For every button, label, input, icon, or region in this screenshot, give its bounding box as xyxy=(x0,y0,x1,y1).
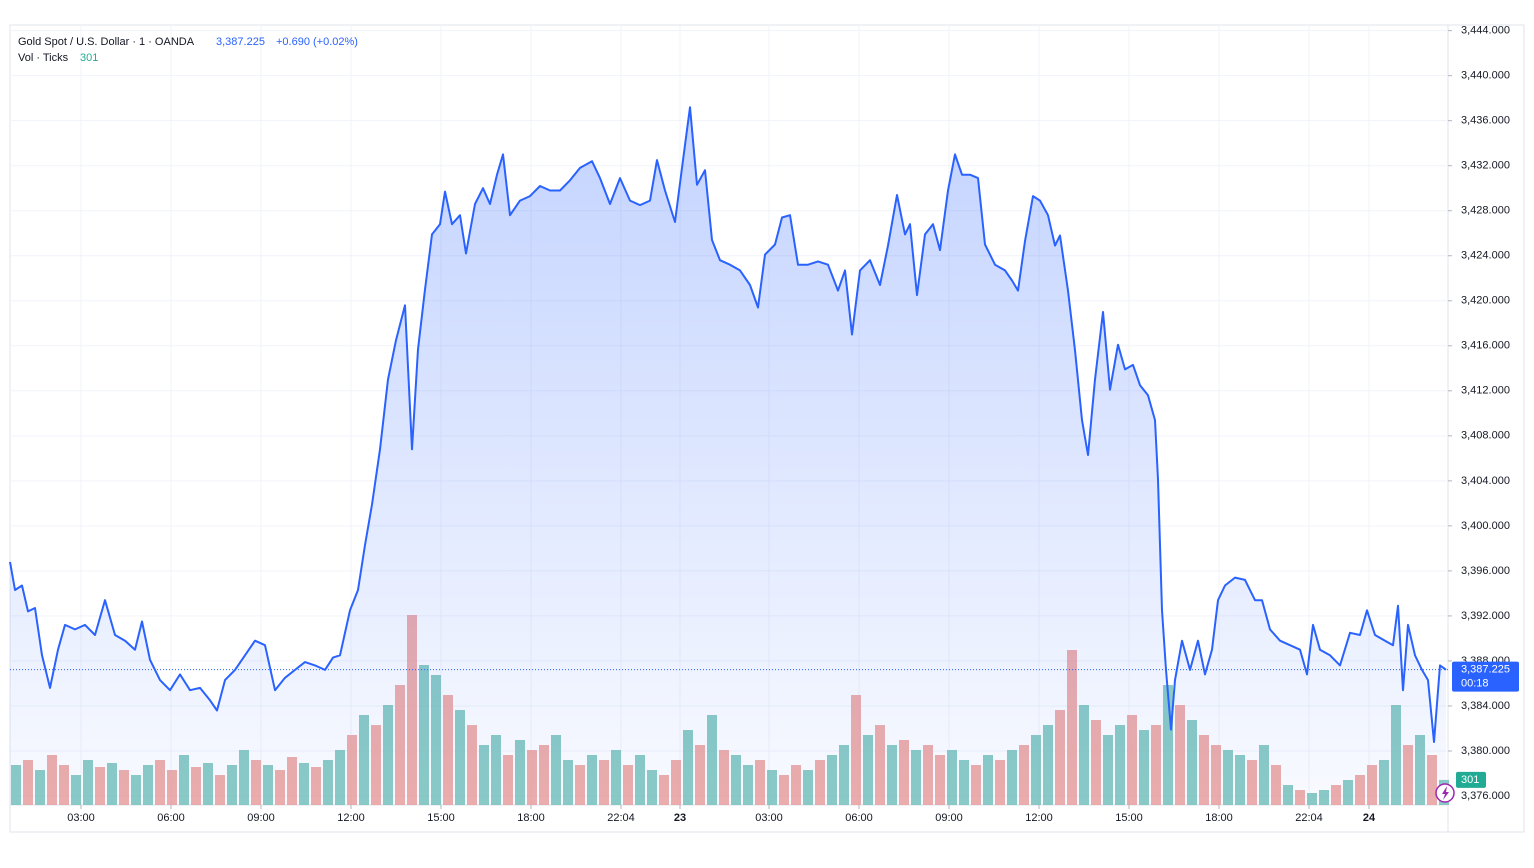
last-price-box xyxy=(1452,661,1519,692)
y-tick-label: 3,408.000 xyxy=(1461,430,1510,442)
volume-title: Vol · Ticks xyxy=(18,52,69,64)
y-tick-label: 3,412.000 xyxy=(1461,385,1510,397)
x-tick-label: 18:00 xyxy=(517,812,545,824)
y-tick-label: 3,432.000 xyxy=(1461,160,1510,172)
y-tick-label: 3,440.000 xyxy=(1461,70,1510,82)
x-tick-label: 06:00 xyxy=(845,812,873,824)
price-line xyxy=(9,106,1447,743)
y-tick-label: 3,436.000 xyxy=(1461,115,1510,127)
x-tick-label: 06:00 xyxy=(157,812,185,824)
x-tick-label: 09:00 xyxy=(935,812,963,824)
x-tick-label: 03:00 xyxy=(755,812,783,824)
y-tick-label: 3,416.000 xyxy=(1461,340,1510,352)
y-tick-label: 3,420.000 xyxy=(1461,295,1510,307)
y-tick-label: 3,396.000 xyxy=(1461,565,1510,577)
x-tick-label: 12:00 xyxy=(1025,812,1053,824)
volume-header-value: 301 xyxy=(80,52,98,64)
y-tick-label: 3,392.000 xyxy=(1461,610,1510,622)
icon-bolt[interactable] xyxy=(1442,786,1449,800)
axes: 3,376.0003,380.0003,384.0003,388.0003,39… xyxy=(10,25,1519,824)
header-change: +0.690 (+0.02%) xyxy=(276,36,358,48)
price xyxy=(9,106,1447,805)
area-fill xyxy=(10,107,1446,805)
x-tick-label: 23 xyxy=(674,812,686,824)
chart-frame xyxy=(9,24,1525,833)
y-tick-label: 3,404.000 xyxy=(1461,475,1510,487)
y-tick-label: 3,400.000 xyxy=(1461,520,1510,532)
y-tick-label: 3,376.000 xyxy=(1461,790,1510,802)
y-tick-label: 3,384.000 xyxy=(1461,700,1510,712)
header-price: 3,387.225 xyxy=(216,36,265,48)
x-tick-label: 22:04 xyxy=(1295,812,1323,824)
y-tick-label: 3,380.000 xyxy=(1461,745,1510,757)
volume-last-label: 301 xyxy=(1461,774,1479,786)
y-tick-label: 3,444.000 xyxy=(1461,25,1510,37)
x-tick-label: 22:04 xyxy=(607,812,635,824)
countdown: 00:18 xyxy=(1461,678,1489,690)
y-tick-label: 3,428.000 xyxy=(1461,205,1510,217)
last-price-label: 3,387.225 xyxy=(1461,664,1510,676)
y-tick-label: 3,424.000 xyxy=(1461,250,1510,262)
x-tick-label: 12:00 xyxy=(337,812,365,824)
lightning-icon[interactable] xyxy=(1435,783,1455,803)
x-tick-label: 15:00 xyxy=(1115,812,1143,824)
x-tick-label: 09:00 xyxy=(247,812,275,824)
x-tick-label: 18:00 xyxy=(1205,812,1233,824)
volume-last-box xyxy=(1456,771,1486,788)
x-tick-label: 15:00 xyxy=(427,812,455,824)
x-tick-label: 03:00 xyxy=(67,812,95,824)
x-tick-label: 24 xyxy=(1363,812,1376,824)
chart-title: Gold Spot / U.S. Dollar · 1 · OANDA xyxy=(18,36,195,48)
